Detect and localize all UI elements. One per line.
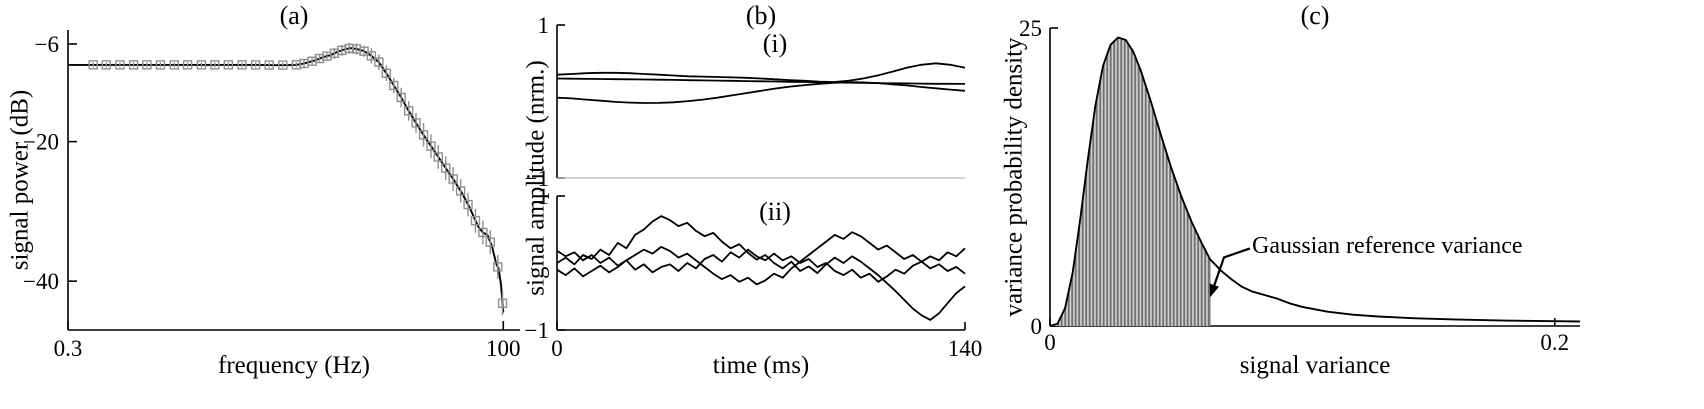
gaussian-reference-variance-annotation: Gaussian reference variance: [1252, 233, 1523, 259]
tick-label: 0: [1031, 314, 1043, 339]
square-marker: [115, 60, 125, 70]
square-marker: [418, 130, 429, 140]
square-marker: [455, 186, 466, 196]
panel-a-ylabel: signal power (dB): [6, 89, 34, 271]
square-marker: [142, 60, 152, 70]
square-marker: [264, 60, 274, 70]
square-marker: [426, 141, 436, 151]
tick-label: 1: [538, 13, 550, 38]
signal-trace-1: [556, 62, 966, 83]
panel-b-sub-i-label: (i): [762, 29, 788, 58]
tick-label: −20: [23, 130, 59, 155]
square-marker: [433, 152, 443, 162]
square-marker: [101, 60, 111, 70]
tick-label: −1: [525, 166, 549, 191]
square-marker: [237, 60, 247, 70]
density-curve: [1049, 36, 1581, 327]
panel-b-plot: 1 −1: [525, 13, 966, 191]
square-marker: [396, 92, 406, 103]
shaded-variance-area: [1050, 37, 1210, 326]
signal-trace-2: [556, 77, 966, 85]
square-marker: [470, 215, 481, 226]
square-marker: [155, 60, 166, 70]
square-marker: [463, 199, 473, 210]
panel-a-markers: [88, 42, 508, 316]
square-marker: [478, 227, 488, 238]
square-marker: [210, 60, 220, 70]
square-marker: [128, 60, 139, 70]
tick-label: 0.2: [1540, 330, 1569, 355]
square-marker: [278, 60, 288, 70]
signal-trace-3: [556, 81, 966, 104]
panel-a-xlabel: frequency (Hz): [218, 352, 370, 379]
square-marker: [250, 60, 261, 70]
square-marker: [88, 60, 98, 70]
panel-a-title: (a): [279, 1, 309, 30]
square-marker: [182, 60, 193, 70]
tick-label: 25: [1019, 16, 1042, 41]
square-marker: [196, 60, 207, 70]
square-marker: [389, 80, 399, 91]
arrow-shaft: [1212, 247, 1251, 287]
tick-label: 100: [486, 336, 521, 361]
square-marker: [441, 163, 451, 173]
square-marker: [366, 51, 377, 61]
square-marker: [493, 262, 503, 272]
square-marker: [485, 237, 496, 247]
panel-c-ylabel: variance probability density: [1000, 37, 1028, 317]
panel-b-sub-ii-label: (ii): [759, 197, 791, 226]
panel-c-plot: 0 25 0 0.2: [1019, 16, 1581, 355]
square-marker: [497, 298, 508, 309]
tick-label: 1: [538, 184, 550, 209]
square-marker: [403, 106, 414, 116]
square-marker: [381, 68, 392, 78]
square-marker: [169, 60, 180, 70]
panel-c-xlabel: signal variance: [1239, 352, 1391, 379]
annotation-arrow: [1209, 247, 1251, 298]
tick-label: 0: [1044, 330, 1056, 355]
panel-b-xlabel: time (ms): [712, 352, 810, 379]
square-marker: [448, 174, 458, 184]
panel-b-plot: 1 −10 140: [525, 184, 983, 361]
square-marker: [344, 43, 354, 54]
signal-trace-3: [556, 247, 966, 283]
tick-label: −1: [525, 318, 549, 343]
panel-a-plot: −6 −20 −40 0.3 100: [23, 30, 521, 361]
panel-b-ylabel: signal amplitude (nrm.): [522, 60, 550, 296]
tick-label: 0.3: [54, 336, 83, 361]
signal-trace-1: [556, 215, 966, 321]
tick-label: 140: [948, 336, 983, 361]
panel-c-title: (c): [1300, 1, 1330, 30]
panel-b-title: (b): [745, 1, 777, 30]
arrow-head: [1209, 283, 1219, 298]
square-marker: [411, 118, 421, 128]
tick-label: 0: [551, 336, 563, 361]
square-marker: [223, 60, 234, 70]
power-spectrum-line: [68, 47, 505, 313]
tick-label: −40: [23, 269, 59, 294]
tick-label: −6: [35, 32, 59, 57]
square-marker: [374, 57, 384, 67]
